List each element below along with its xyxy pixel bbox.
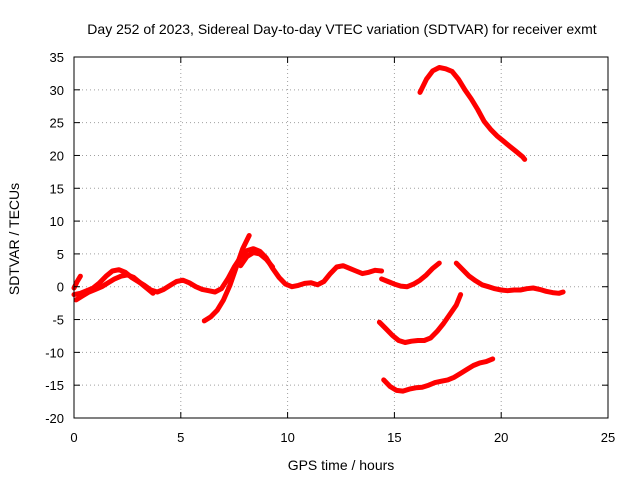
axis-ticks bbox=[73, 56, 609, 419]
grid bbox=[74, 57, 608, 418]
y-tick-label: 0 bbox=[57, 280, 64, 295]
x-tick-label: 10 bbox=[280, 430, 294, 445]
x-tick-labels: 0 5 10 15 20 25 bbox=[70, 430, 615, 445]
y-tick-label: 30 bbox=[50, 83, 64, 98]
y-tick-label: 15 bbox=[50, 181, 64, 196]
series-track-main-2 bbox=[73, 272, 156, 303]
y-tick-label: 10 bbox=[50, 214, 64, 229]
series-track-hump-30 bbox=[417, 65, 528, 162]
x-tick-label: 20 bbox=[494, 430, 508, 445]
y-tick-label: 5 bbox=[57, 247, 64, 262]
series-track-minus15 bbox=[381, 356, 496, 394]
y-tick-label: -20 bbox=[45, 411, 64, 426]
chart-title: Day 252 of 2023, Sidereal Day-to-day VTE… bbox=[87, 21, 596, 37]
y-tick-label: 35 bbox=[50, 50, 64, 65]
y-tick-labels: -20 -15 -10 -5 0 5 10 15 20 25 30 35 bbox=[45, 50, 64, 426]
series-track-dip-minus8 bbox=[376, 292, 464, 345]
series-track-dip-6h bbox=[201, 233, 252, 324]
x-tick-label: 0 bbox=[70, 430, 77, 445]
y-tick-label: -15 bbox=[45, 378, 64, 393]
series-track-rise-14h bbox=[379, 260, 442, 290]
series-track-tail-18h bbox=[453, 260, 566, 296]
series-group bbox=[71, 65, 566, 394]
x-tick-label: 25 bbox=[601, 430, 615, 445]
series-track-early-spike bbox=[71, 273, 83, 291]
plot-frame bbox=[73, 56, 609, 419]
y-tick-label: -10 bbox=[45, 345, 64, 360]
y-axis-label: SDTVAR / TECUs bbox=[6, 183, 22, 295]
x-tick-label: 15 bbox=[387, 430, 401, 445]
y-tick-label: 25 bbox=[50, 116, 64, 131]
y-tick-label: -5 bbox=[52, 313, 64, 328]
x-axis-label: GPS time / hours bbox=[288, 457, 395, 473]
series-track-hump-8h bbox=[238, 250, 276, 270]
series-track-main-1 bbox=[71, 246, 385, 298]
x-tick-label: 5 bbox=[177, 430, 184, 445]
y-tick-label: 20 bbox=[50, 148, 64, 163]
